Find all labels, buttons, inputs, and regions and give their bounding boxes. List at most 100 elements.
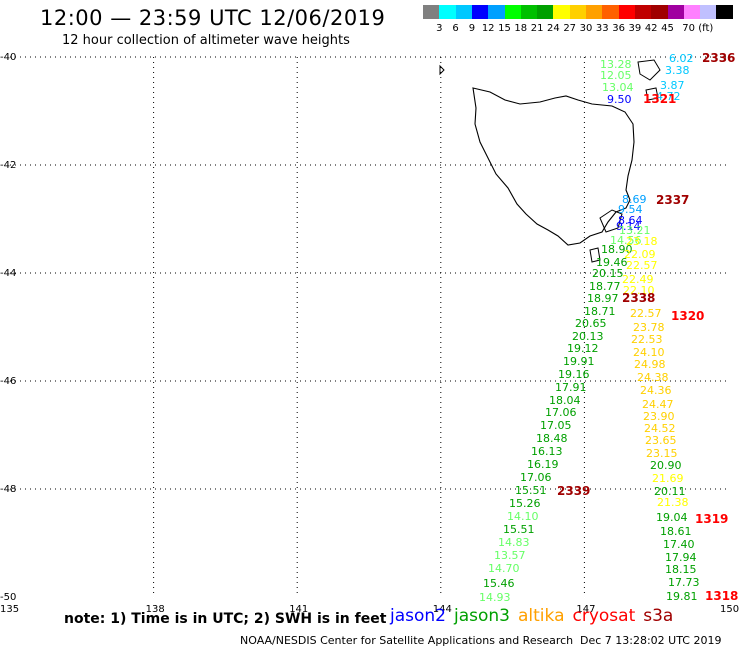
wave-height-value: 24.98: [634, 358, 666, 371]
legend-swatch: [504, 5, 522, 19]
wave-height-value: 24.52: [644, 422, 676, 435]
wave-height-value: 22.49: [622, 273, 654, 286]
wave-height-value: 22.09: [624, 248, 656, 261]
legend-label: 18: [514, 23, 528, 34]
wave-height-value: 22.53: [631, 333, 663, 346]
wave-height-value: 21.38: [657, 496, 689, 509]
pass-number: 1318: [705, 589, 738, 603]
wave-height-value: 17.91: [555, 381, 587, 394]
pass-number: 2337: [656, 193, 689, 207]
legend-swatch: [586, 5, 603, 19]
tasmania-coastline: [439, 59, 661, 263]
wave-height-value: 15.26: [509, 497, 541, 510]
wave-height-value: 6.02: [669, 52, 694, 65]
legend-label: 70 (ft): [682, 23, 714, 34]
longitude-labels: 135 138 141 144 147 150: [0, 604, 739, 615]
wave-height-value: 15.46: [483, 577, 515, 590]
lon-label: 138: [146, 604, 165, 615]
lat-label: -42: [0, 160, 16, 171]
legend-label: 6: [452, 23, 459, 34]
map-subtitle: 12 hour collection of altimeter wave hei…: [62, 33, 350, 48]
wave-height-value: 9.54: [618, 203, 643, 216]
legend-swatch: [553, 5, 571, 19]
wave-height-value: 14.83: [498, 536, 530, 549]
legend-swatch: [683, 5, 701, 19]
wave-height-value: 18.15: [665, 563, 697, 576]
wave-height-value: 19.04: [656, 511, 688, 524]
footer-date: Dec 7 13:28:02 UTC 2019: [580, 634, 722, 647]
legend-swatch: [423, 5, 440, 19]
wave-height-value: 13.21: [619, 224, 651, 237]
legend-swatch: [488, 5, 506, 19]
legend-swatch: [520, 5, 538, 19]
wave-height-value: 23.78: [633, 321, 665, 334]
wave-height-value: 23.65: [645, 434, 677, 447]
wave-height-value: 24.10: [633, 346, 665, 359]
bruny-island: [589, 247, 601, 263]
legend-swatch: [716, 5, 734, 19]
legend-label: 21: [530, 23, 544, 34]
wave-height-value: 3.38: [665, 64, 690, 77]
legend-swatch: [634, 5, 652, 19]
altimeter-tracks: 6.023.383.874.7213.2812.0513.049.508.699…: [479, 52, 700, 604]
pass-number: 1320: [671, 309, 704, 323]
legend-label: 12: [481, 23, 495, 34]
footer-credit: NOAA/NESDIS Center for Satellite Applica…: [240, 634, 574, 647]
wave-height-value: 19.91: [563, 355, 595, 368]
wave-height-value: 9.14: [616, 220, 641, 233]
wave-height-value: 23.15: [646, 447, 678, 460]
legend-swatch: [700, 5, 718, 19]
pass-number: 1319: [695, 512, 728, 526]
satellite-cryosat: cryosat: [572, 606, 636, 626]
pass-number: 2336: [702, 51, 735, 65]
pass-number: 2338: [622, 291, 655, 305]
satellite-s3a: s3a: [643, 606, 674, 626]
wave-height-value: 13.57: [494, 549, 526, 562]
pass-number: 2339: [557, 484, 590, 498]
lon-label: 144: [433, 604, 452, 615]
wave-height-value: 14.70: [488, 562, 520, 575]
wave-height-value: 22.57: [626, 259, 658, 272]
wave-height-value: 24.47: [642, 398, 674, 411]
legend-label: 30: [579, 23, 593, 34]
wave-height-value: 20.11: [654, 485, 686, 498]
wave-height-value: 23.90: [643, 410, 675, 423]
latitude-labels: -40 -42 -44 -46 -48 -50: [0, 52, 16, 603]
lon-label: 150: [720, 604, 739, 615]
wave-height-value: 20.65: [575, 317, 607, 330]
wave-height-value: 3.87: [660, 79, 685, 92]
satellite-jason2: jason2: [390, 606, 446, 626]
wave-height-value: 17.40: [663, 538, 695, 551]
wave-height-value: 23.18: [626, 235, 658, 248]
wave-height-value: 17.06: [520, 471, 552, 484]
legend-label: 36: [612, 23, 625, 34]
lat-label: -48: [0, 484, 16, 495]
wave-height-value: 17.06: [545, 406, 577, 419]
legend-swatch: [667, 5, 685, 19]
legend-swatch: [618, 5, 636, 19]
wave-height-value: 20.13: [572, 330, 604, 343]
map-grid: [10, 56, 728, 597]
satellite-altika: altika: [518, 606, 565, 626]
legend-label: 9: [468, 23, 476, 34]
wave-height-value: 22.57: [630, 307, 662, 320]
wave-height-value: 4.72: [656, 90, 681, 103]
flinders-island: [637, 59, 661, 81]
wave-height-value: 22.10: [623, 284, 655, 297]
pass-number: 1321: [643, 92, 676, 106]
wave-height-value: 13.04: [602, 81, 634, 94]
legend-swatch: [651, 5, 669, 19]
legend-label: 3: [436, 23, 443, 34]
legend-label: 24: [547, 23, 560, 34]
wave-height-value: 17.94: [665, 551, 697, 564]
note-text: note: 1) Time is in UTC; 2) SWH is in fe…: [64, 611, 387, 627]
wave-height-value: 19.12: [567, 342, 599, 355]
wave-height-value: 14.93: [479, 591, 511, 604]
wave-height-value: 24.36: [640, 384, 672, 397]
wave-height-value: 18.04: [549, 394, 581, 407]
tasmania-main: [472, 87, 635, 246]
wave-height-value: 17.73: [668, 576, 700, 589]
cape-barren-island: [645, 87, 659, 101]
wave-height-value: 18.71: [584, 305, 616, 318]
